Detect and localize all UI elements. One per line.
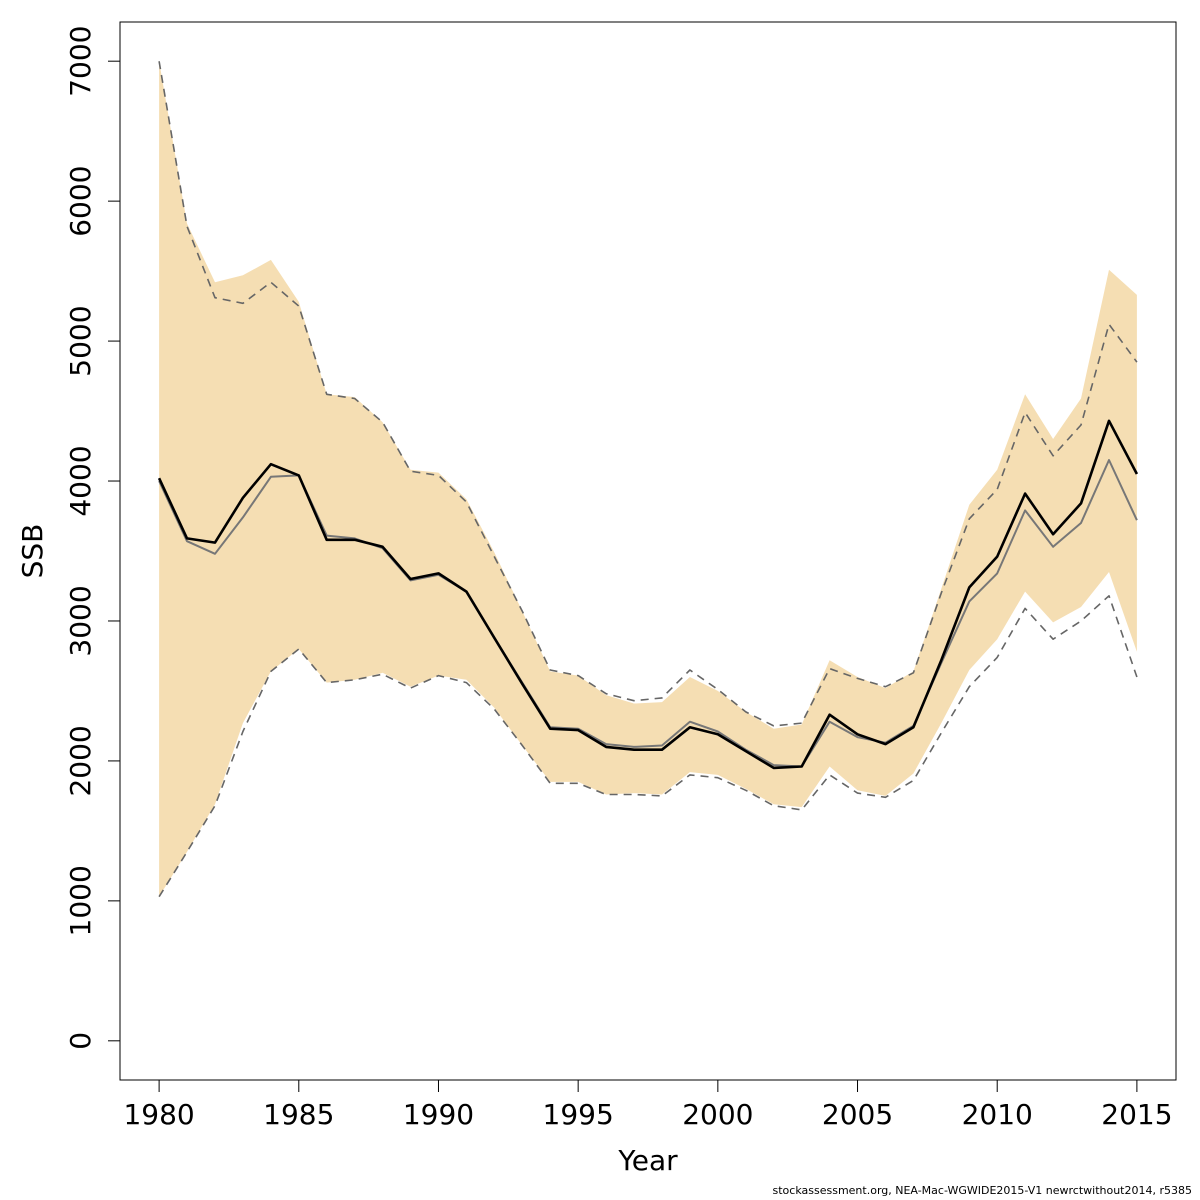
x-tick-label: 1985 (263, 1098, 334, 1131)
x-axis-title: Year (617, 1144, 678, 1177)
y-tick-label: 1000 (64, 865, 97, 936)
x-tick-label: 2005 (822, 1098, 893, 1131)
x-tick-label: 1980 (123, 1098, 194, 1131)
y-tick-label: 7000 (64, 26, 97, 97)
y-axis-title: SSB (16, 524, 49, 579)
y-tick-label: 0 (64, 1032, 97, 1050)
plot-area (157, 61, 1139, 898)
x-axis: 1980 1985 1990 1995 2000 2005 2010 2015 (123, 1079, 1173, 1131)
y-tick-label: 6000 (64, 165, 97, 236)
y-tick-label: 2000 (64, 725, 97, 796)
x-tick-label: 2000 (682, 1098, 753, 1131)
main-estimate-line (157, 419, 1139, 770)
confidence-band (159, 61, 1137, 897)
x-tick-label: 2010 (962, 1098, 1033, 1131)
upper-dashed-line (158, 61, 1138, 727)
y-tick-label: 5000 (64, 305, 97, 376)
y-axis: 0 1000 2000 3000 4000 5000 6000 7000 (64, 26, 121, 1050)
lower-dashed-line (158, 594, 1138, 898)
footer-credit: stockassessment.org, NEA-Mac-WGWIDE2015-… (772, 1184, 1192, 1197)
x-tick-label: 1995 (543, 1098, 614, 1131)
y-tick-label: 4000 (64, 445, 97, 516)
y-tick-label: 3000 (64, 585, 97, 656)
x-tick-label: 1990 (403, 1098, 474, 1131)
x-tick-label: 2015 (1101, 1098, 1172, 1131)
secondary-estimate-line (158, 459, 1138, 768)
